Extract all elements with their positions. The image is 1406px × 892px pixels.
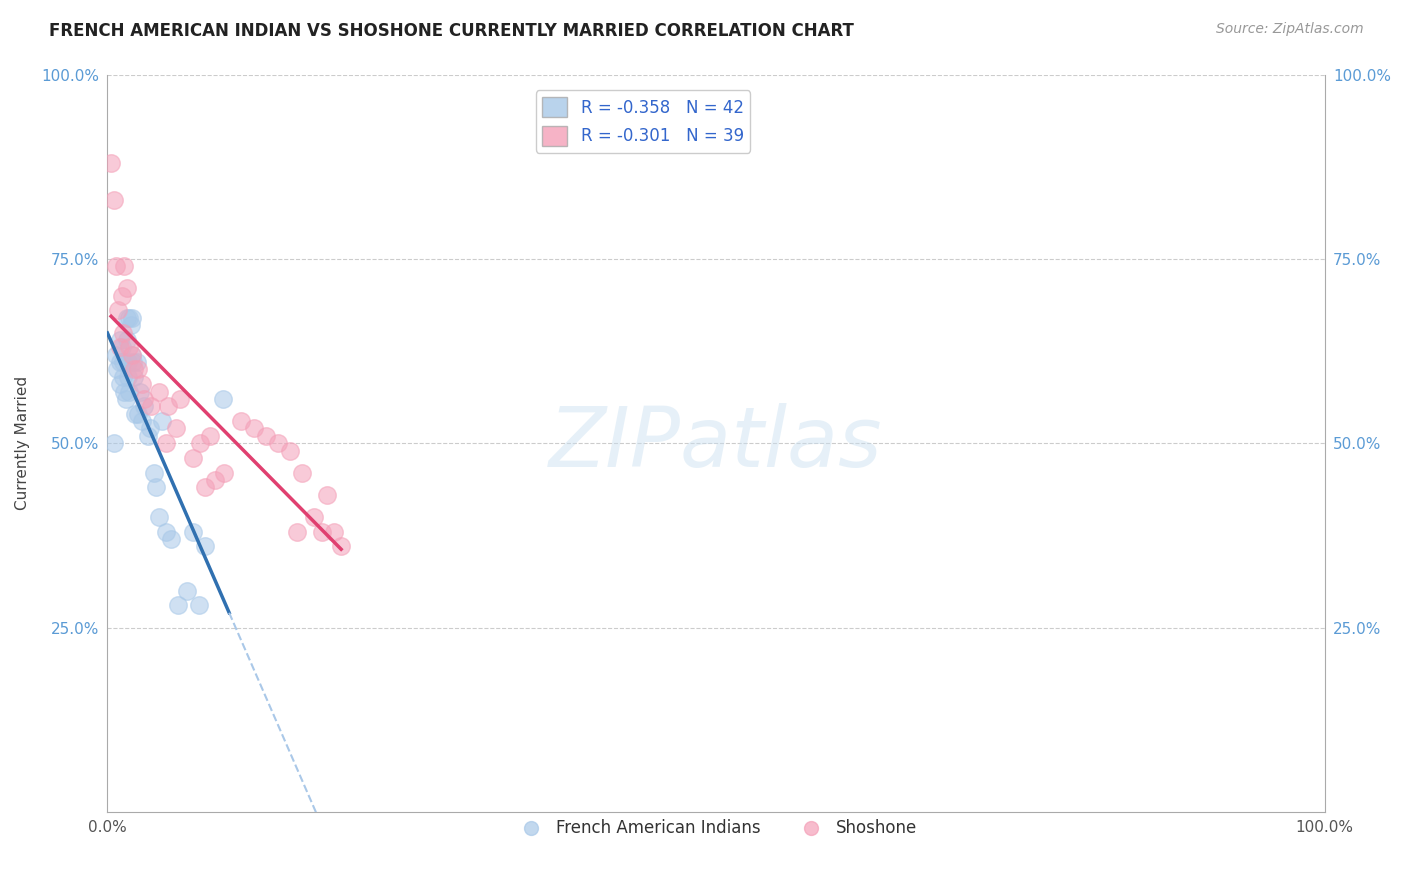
Point (118, 384, 141, 399)
Point (142, 466, 165, 480)
Point (267, 436, 290, 450)
Point (231, 414, 253, 428)
Point (117, 355, 139, 369)
Point (145, 480, 167, 494)
Point (112, 355, 135, 369)
Text: Source: ZipAtlas.com: Source: ZipAtlas.com (1216, 22, 1364, 37)
Point (115, 333, 138, 347)
Point (212, 392, 235, 406)
Point (114, 259, 136, 273)
Point (254, 429, 277, 443)
Point (176, 583, 198, 598)
Point (111, 289, 134, 303)
Point (127, 407, 149, 421)
Point (148, 384, 170, 399)
Point (198, 429, 221, 443)
Point (108, 333, 131, 347)
Point (121, 310, 143, 325)
Point (122, 362, 145, 376)
Point (159, 532, 181, 546)
Point (311, 524, 333, 539)
Point (214, 466, 236, 480)
Point (167, 599, 190, 613)
Y-axis label: Currently Married: Currently Married (15, 376, 30, 510)
Point (291, 466, 314, 480)
Point (131, 377, 153, 392)
Point (169, 392, 191, 406)
Point (127, 362, 149, 376)
Point (122, 369, 145, 384)
Point (194, 540, 217, 554)
Point (114, 392, 136, 406)
Point (108, 355, 131, 369)
Point (194, 480, 217, 494)
Point (304, 510, 326, 524)
Point (117, 369, 139, 384)
Point (118, 310, 141, 325)
Point (108, 340, 131, 354)
Point (104, 348, 127, 362)
Point (204, 473, 226, 487)
Point (157, 400, 180, 414)
Point (121, 348, 143, 362)
Point (315, 488, 337, 502)
Point (120, 318, 142, 333)
Point (148, 510, 170, 524)
Point (112, 326, 135, 340)
Point (165, 421, 187, 435)
Point (129, 384, 152, 399)
Point (181, 450, 204, 465)
Point (115, 310, 138, 325)
Point (132, 400, 155, 414)
Point (118, 340, 141, 354)
Point (181, 524, 204, 539)
Point (103, 436, 125, 450)
Point (107, 303, 129, 318)
Point (100, 156, 122, 170)
Point (104, 259, 127, 273)
Legend: French American Indians, Shoshone: French American Indians, Shoshone (508, 813, 924, 844)
Point (131, 414, 153, 428)
Point (330, 540, 353, 554)
Point (103, 193, 125, 207)
Point (285, 524, 308, 539)
Point (322, 524, 344, 539)
Point (122, 355, 145, 369)
Point (188, 436, 211, 450)
Point (242, 421, 264, 435)
Point (136, 429, 159, 443)
Point (114, 384, 136, 399)
Point (132, 392, 155, 406)
Point (115, 281, 138, 295)
Point (111, 340, 134, 354)
Text: FRENCH AMERICAN INDIAN VS SHOSHONE CURRENTLY MARRIED CORRELATION CHART: FRENCH AMERICAN INDIAN VS SHOSHONE CURRE… (49, 22, 853, 40)
Point (112, 369, 135, 384)
Point (124, 407, 146, 421)
Point (125, 355, 148, 369)
Point (121, 348, 143, 362)
Point (141, 400, 163, 414)
Point (108, 377, 131, 392)
Point (150, 414, 173, 428)
Point (278, 443, 301, 458)
Text: ZIPatlas: ZIPatlas (550, 402, 883, 483)
Point (139, 421, 162, 435)
Point (105, 362, 128, 376)
Point (187, 599, 209, 613)
Point (155, 524, 177, 539)
Point (155, 436, 177, 450)
